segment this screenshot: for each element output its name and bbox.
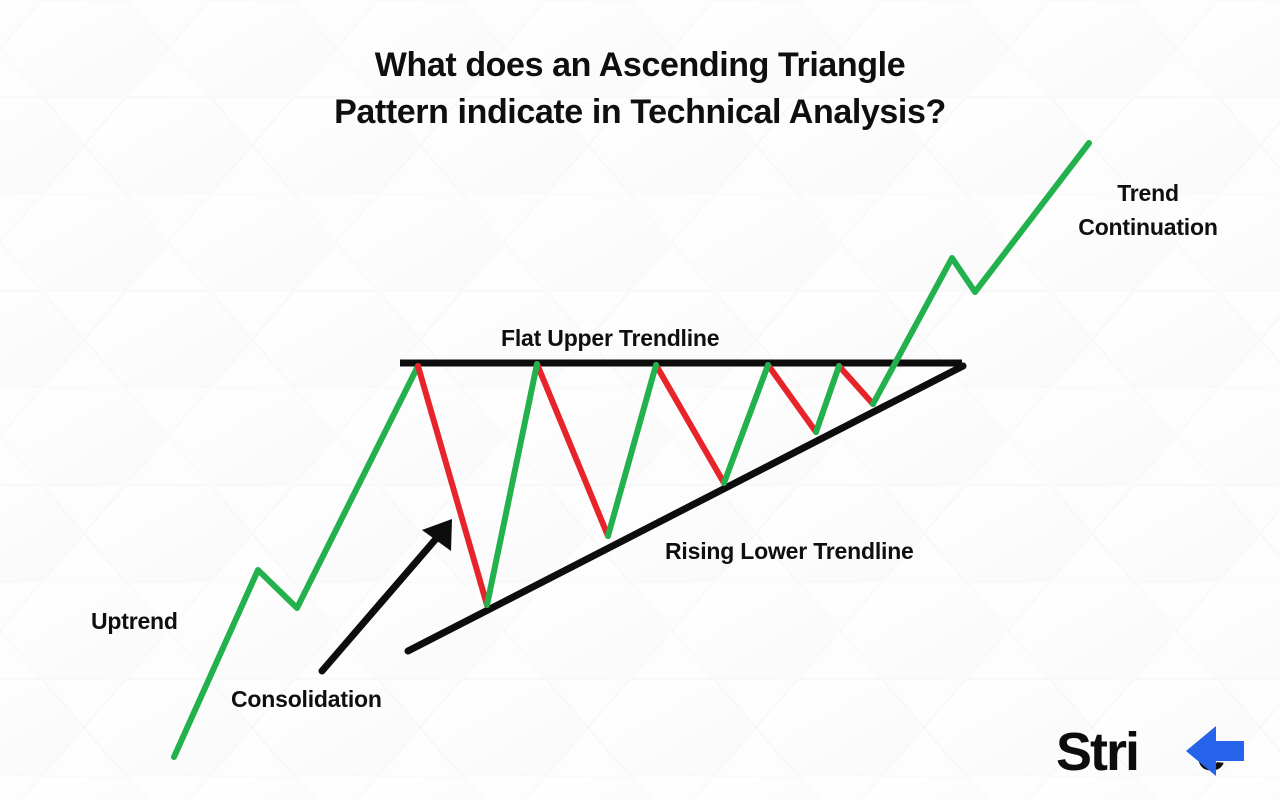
label-trend-continuation-line-1: Trend xyxy=(1117,180,1179,206)
page-title-line-1: What does an Ascending Triangle xyxy=(374,46,906,84)
label-trend-continuation: Trend Continuation xyxy=(1048,176,1248,244)
strike-logo: Stri e xyxy=(1056,722,1244,782)
bearish-leg-4 xyxy=(765,362,819,435)
bullish-legs-group xyxy=(484,361,842,608)
consolidation-arrow xyxy=(318,519,452,675)
label-trend-continuation-line-2: Continuation xyxy=(1078,214,1218,241)
uptrend-line xyxy=(171,363,421,760)
bearish-legs-group xyxy=(415,361,876,608)
label-consolidation: Consolidation xyxy=(231,686,382,712)
bullish-leg-4 xyxy=(813,363,842,435)
page-title: What does an Ascending Triangle Pattern … xyxy=(0,42,1280,136)
bullish-leg-2 xyxy=(605,362,659,539)
label-flat-upper-trendline: Flat Upper Trendline xyxy=(501,325,720,351)
strike-logo-text: Stri xyxy=(1056,722,1138,782)
rising-lower-trendline xyxy=(404,362,967,655)
label-uptrend: Uptrend xyxy=(91,608,178,634)
breakout-line xyxy=(870,140,1092,407)
bullish-leg-1 xyxy=(484,361,540,608)
bearish-leg-5 xyxy=(836,363,876,407)
consolidation-arrow-shaft xyxy=(318,529,445,675)
page-title-line-2: Pattern indicate in Technical Analysis? xyxy=(334,92,946,131)
bearish-leg-2 xyxy=(534,361,611,539)
bullish-leg-3 xyxy=(721,362,771,486)
consolidation-arrow-head xyxy=(422,519,452,551)
label-rising-lower-trendline: Rising Lower Trendline xyxy=(665,538,914,564)
bearish-leg-1 xyxy=(415,363,490,608)
bearish-leg-3 xyxy=(653,362,727,486)
strike-logo-accent-arrow xyxy=(1186,726,1244,776)
